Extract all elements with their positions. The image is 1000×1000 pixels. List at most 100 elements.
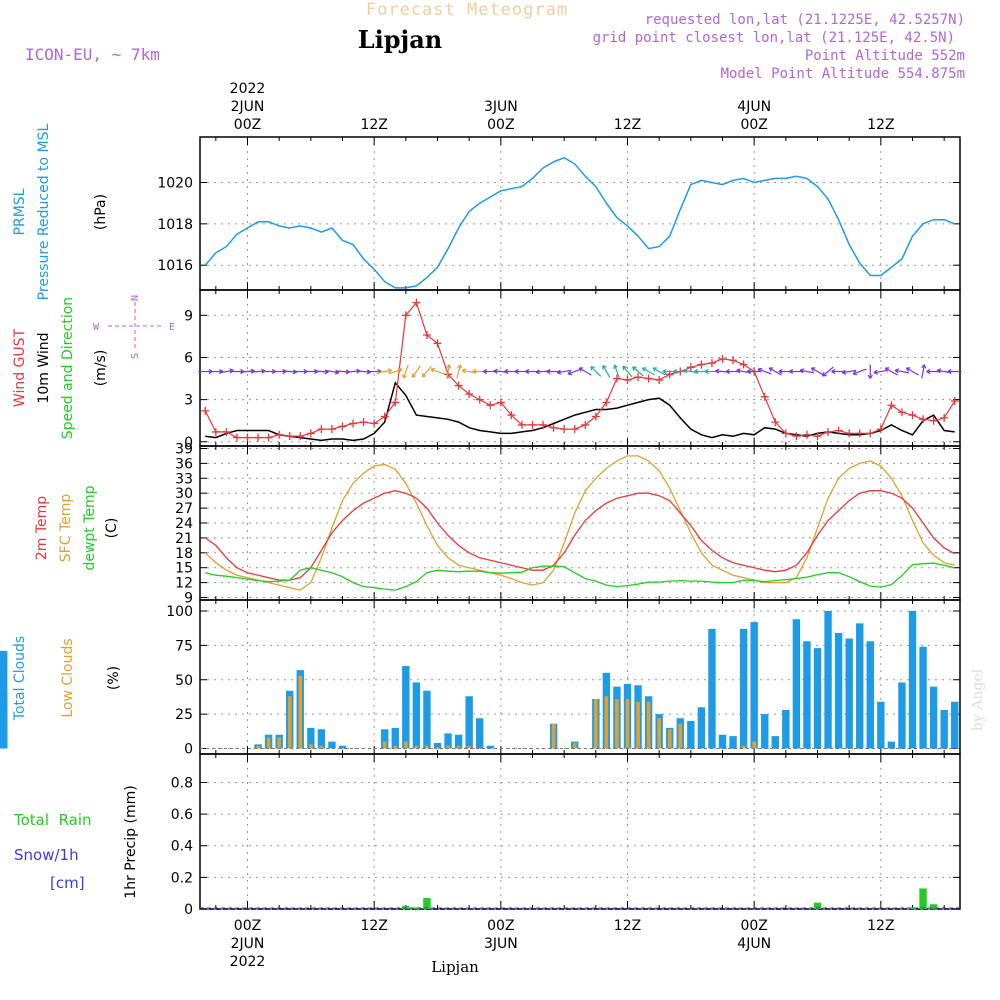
wind-arrow [456,364,463,379]
wind-arrow-head [430,367,435,373]
wind-arrow [746,368,762,375]
precip-frame [199,753,961,910]
wind-arrow-shaft [411,365,421,378]
total-cloud-label: Total Clouds [12,636,28,721]
y-tick-label: 6 [184,350,193,366]
gust-point [401,311,410,320]
wind-arrow-head [590,365,595,371]
wind-arrow-shaft [642,367,655,376]
wind-arrow-shaft [852,368,867,375]
total-cloud-bar [454,734,463,749]
precip-panel: 0 0.2 0.4 0.6 0.8 [171,753,961,918]
wind-arrow [567,368,582,376]
low-cloud-bar [435,747,440,749]
total-cloud-bar [338,745,347,749]
wind-arrow-head [757,367,763,373]
wind-arrow-head [546,368,551,375]
wind-arrow-shaft [921,364,925,379]
y-tick-label: 21 [175,531,193,547]
gust-point [465,390,474,398]
wind-arrow [613,364,620,379]
wind-arrow-head [457,364,463,369]
total-cloud-bar [465,696,473,749]
wind-arrow [421,365,432,378]
gust-point [349,419,358,428]
total-cloud-bar [317,729,326,749]
wind-arrow-shaft [314,370,329,373]
low-cloud-bar [678,723,683,749]
requested-coords: requested lon,lat (21.1225E, 42.5257N) [645,12,965,28]
gust-point [486,401,495,410]
rain-bar [813,902,822,909]
low-cloud-bar [741,745,746,749]
gust-point [866,429,875,438]
low-cloud-bar [615,699,619,749]
wind-arrow-head [504,368,509,375]
wind-arrow [377,368,393,374]
gust-point [940,413,949,422]
total-cloud-bar [476,718,484,749]
wind-arrow-head [799,368,804,374]
wind-arrow-shaft [811,367,824,376]
y-tick-label: 30 [175,486,193,502]
top-time-label: 00Z [234,117,261,133]
y-tick-label: 100 [166,604,193,620]
rain-bar [919,888,927,909]
gust-point [433,339,442,348]
total-cloud-bar [412,682,421,749]
y-tick-label: 9 [184,591,193,607]
model-label: ICON-EU, ~ 7km [25,45,160,64]
y-tick-label: 0.2 [171,870,193,886]
total-cloud-bar [444,733,452,749]
gust-point [496,398,505,407]
total-cloud-bar [307,727,315,749]
gust-point [919,415,928,424]
low-cloud-bar [382,741,387,749]
pressure-panel: 1016 1018 1020 [157,136,961,291]
gust-point [275,430,284,439]
cloud-panel: 0 25 50 75 100 [166,599,961,758]
low-cloud-bar [551,723,556,749]
wind-arrow-shaft [402,364,409,379]
wind-arrow-head [725,368,730,375]
low-cloud-bar [604,696,609,749]
wind-arrow [799,368,814,374]
total-cloud-bar [782,710,790,749]
wind-arrow-head [715,368,720,374]
low-cloud-bar [646,701,651,749]
wind-arrow-shaft [822,366,834,377]
gust-point [254,433,263,442]
wind-arrow [602,364,611,378]
wind-arrow [578,367,592,376]
plot-layer: 1016101810200369912151821242730333639025… [0,81,962,970]
wind-arrow-head [778,368,783,375]
wind-arrow-head [926,368,931,375]
wind-arrow-head [411,373,417,378]
cloud-unit: (%) [106,666,122,690]
wind-arrow-head [662,368,667,375]
gust-point [422,330,431,339]
compass-e: E [169,322,175,333]
wind-arrow [768,367,782,376]
gust-point [771,418,780,427]
bottom-time-label: 3JUN [484,936,518,952]
total-cloud-bar [929,686,938,749]
wind-arrow-head [446,364,452,369]
y-tick-label: 33 [175,471,193,487]
low-cloud-bar [393,745,398,749]
sfc-temp-line [204,455,955,591]
low-cloud-bar [319,745,324,749]
wind-arrow [757,367,772,375]
bottom-time-label: 00Z [234,918,261,934]
wind-arrow [905,367,919,376]
wind-arrow-head [402,374,407,379]
wind-arrow-head [683,368,688,374]
wind-arrow-shaft [324,369,339,374]
total-cloud-bar [750,622,758,749]
gust-point [802,430,811,439]
cloud-labels: Total Clouds Low Clouds (%) [12,636,122,721]
wind-arrow-head [884,367,890,372]
top-time-label: 12Z [614,117,641,133]
bottom-time-label: 12Z [867,918,894,934]
